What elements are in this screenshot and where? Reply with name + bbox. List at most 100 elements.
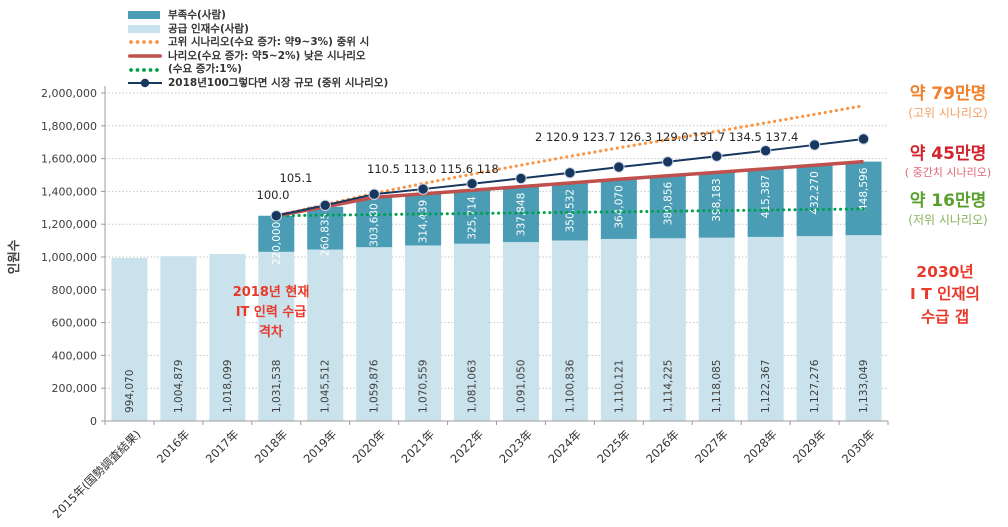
shortage-bar-label: 303,680 <box>369 203 381 246</box>
annotation-gap-2030-line3: 수급 갭 <box>920 307 970 326</box>
shortage-bar-label: 220,000 <box>271 222 283 265</box>
index-line-label: 105.1 <box>280 171 313 185</box>
shortage-bar <box>600 179 637 239</box>
y-tick-label: 200,000 <box>52 382 98 395</box>
annotation-high-scenario: 약 79만명 (고위 시나리오) <box>888 84 1008 121</box>
index-line-marker <box>515 172 527 185</box>
supply-bar <box>111 257 148 421</box>
index-line-label: 100.0 <box>257 188 290 202</box>
shortage-bar-label: 364,070 <box>613 185 625 228</box>
annotation-gap-2030-line1: 2030년 <box>916 263 974 281</box>
supply-bar <box>845 235 882 421</box>
legend: 부족수(사람) 공급 인재수(사람) 고위 시나리오(수요 증가: 약9~3%) 중… <box>128 9 388 90</box>
supply-bar <box>258 251 295 421</box>
annotation-gap-2018-line3: 격차 <box>259 325 283 341</box>
legend-item: 고위 시나리오(수요 증가: 약9~3%) 중위 시 <box>128 36 388 49</box>
annotation-low-scenario-label: (저위 시나리오) <box>908 213 988 228</box>
shortage-bar <box>454 190 491 244</box>
y-tick-label: 1,600,000 <box>41 153 97 166</box>
y-tick-label: 2,000,000 <box>41 87 97 100</box>
annotation-gap-2018-line2: IT 인력 수급 <box>235 305 307 321</box>
x-tick-label: 2022年 <box>447 427 486 466</box>
shortage-bar-label: 350,532 <box>564 189 576 232</box>
shortage-bar-label: 314,439 <box>418 200 430 243</box>
y-tick-label: 1,000,000 <box>41 251 97 264</box>
index-line-label: 110.5 113.0 115.6 118 <box>367 162 499 176</box>
supply-bar-label: 1,004,879 <box>173 360 185 413</box>
annotation-gap-2030-line2: I T 인재의 <box>910 285 980 304</box>
supply-bar <box>747 236 784 421</box>
supply-bar <box>454 243 491 421</box>
annotation-gap-2018: 2018년 현재 IT 인력 수급 격차 <box>216 283 326 343</box>
legend-label: 부족수(사람) <box>168 9 226 22</box>
supply-bar <box>649 238 686 421</box>
shortage-bar-label: 260,835 <box>320 213 332 256</box>
supply-bar <box>796 236 833 421</box>
legend-swatch-line-marker-icon <box>128 79 162 88</box>
supply-bar-label: 1,114,225 <box>662 360 674 413</box>
supply-bar-label: 1,031,538 <box>271 360 283 413</box>
shortage-bar-label: 325,714 <box>467 196 479 240</box>
y-tick-label: 1,400,000 <box>41 185 97 198</box>
shortage-bar <box>502 186 539 243</box>
shortage-bar <box>307 206 344 250</box>
supply-bar <box>600 238 637 421</box>
index-line-marker <box>564 167 576 179</box>
annotation-mid-scenario-label: ( 중간치 시나리오) <box>904 166 992 180</box>
supply-bar <box>551 240 588 421</box>
y-tick-label: 600,000 <box>52 317 98 330</box>
index-line-marker <box>711 150 723 162</box>
index-line-marker <box>417 183 429 195</box>
supply-bar-label: 1,118,085 <box>711 360 723 413</box>
supply-bar-label: 1,122,367 <box>760 360 772 413</box>
legend-swatch-bar-icon <box>128 24 160 33</box>
supply-bar-label: 1,045,512 <box>320 360 332 413</box>
y-tick-label: 1,200,000 <box>41 218 97 231</box>
x-tick-label: 2015年(国勢調査結果) <box>50 427 144 521</box>
index-line-marker <box>808 139 821 151</box>
low-scenario-line <box>274 207 866 218</box>
x-tick-label: 2030年 <box>839 427 878 466</box>
supply-bar-label: 1,059,876 <box>369 359 381 413</box>
supply-bar-label: 1,018,099 <box>222 360 234 413</box>
shortage-bar <box>649 175 686 239</box>
legend-swatch-dots-icon <box>129 40 159 45</box>
annotation-mid-value: 약 45만명 <box>909 144 987 164</box>
legend-label: 공급 인재수(사람) <box>168 22 249 35</box>
index-line-marker <box>466 178 478 190</box>
legend-label: 2018년100그렇다면 시장 규모 (중위 시나리오) <box>168 77 389 90</box>
annotation-low-value: 약 16만명 <box>909 191 987 211</box>
supply-bar <box>405 245 442 421</box>
shortage-bar <box>356 197 393 248</box>
shortage-bar <box>405 193 442 246</box>
supply-bar <box>502 242 539 421</box>
legend-label: 고위 시나리오(수요 증가: 약9~3%) 중위 시 <box>168 36 370 49</box>
index-line-marker <box>270 210 282 222</box>
supply-bar <box>698 237 735 421</box>
legend-item: 2018년100그렇다면 시장 규모 (중위 시나리오) <box>128 77 388 90</box>
index-line-marker <box>759 144 772 157</box>
shortage-bar <box>747 168 784 237</box>
supply-bar <box>307 249 344 421</box>
x-tick-label: 2020年 <box>350 427 389 466</box>
shortage-bar <box>796 165 833 237</box>
x-tick-label: 2017年 <box>203 427 242 466</box>
supply-bar-label: 1,081,063 <box>467 360 479 413</box>
shortage-bar <box>698 172 735 238</box>
x-tick-label: 2018年 <box>252 427 291 466</box>
shortage-bar-label: 398,183 <box>711 178 723 221</box>
index-line-label: 2 120.9 123.7 126.3 129.0 131.7 134.5 13… <box>535 130 798 144</box>
index-line-marker <box>857 133 870 145</box>
shortage-bar-label: 380,856 <box>662 181 674 225</box>
legend-item: 부족수(사람) <box>128 9 388 22</box>
shortage-bar-label: 415,387 <box>760 175 772 218</box>
supply-bar-label: 1,127,276 <box>809 359 821 413</box>
x-tick-label: 2024年 <box>545 427 584 466</box>
supply-bar-label: 1,091,050 <box>515 360 527 413</box>
y-tick-label: 0 <box>90 415 97 428</box>
legend-swatch-line-icon <box>128 54 162 58</box>
shortage-bar <box>845 161 882 236</box>
x-tick-label: 2026年 <box>643 427 682 466</box>
y-tick-label: 1,800,000 <box>41 120 97 133</box>
supply-bar-label: 1,100,836 <box>564 359 576 413</box>
